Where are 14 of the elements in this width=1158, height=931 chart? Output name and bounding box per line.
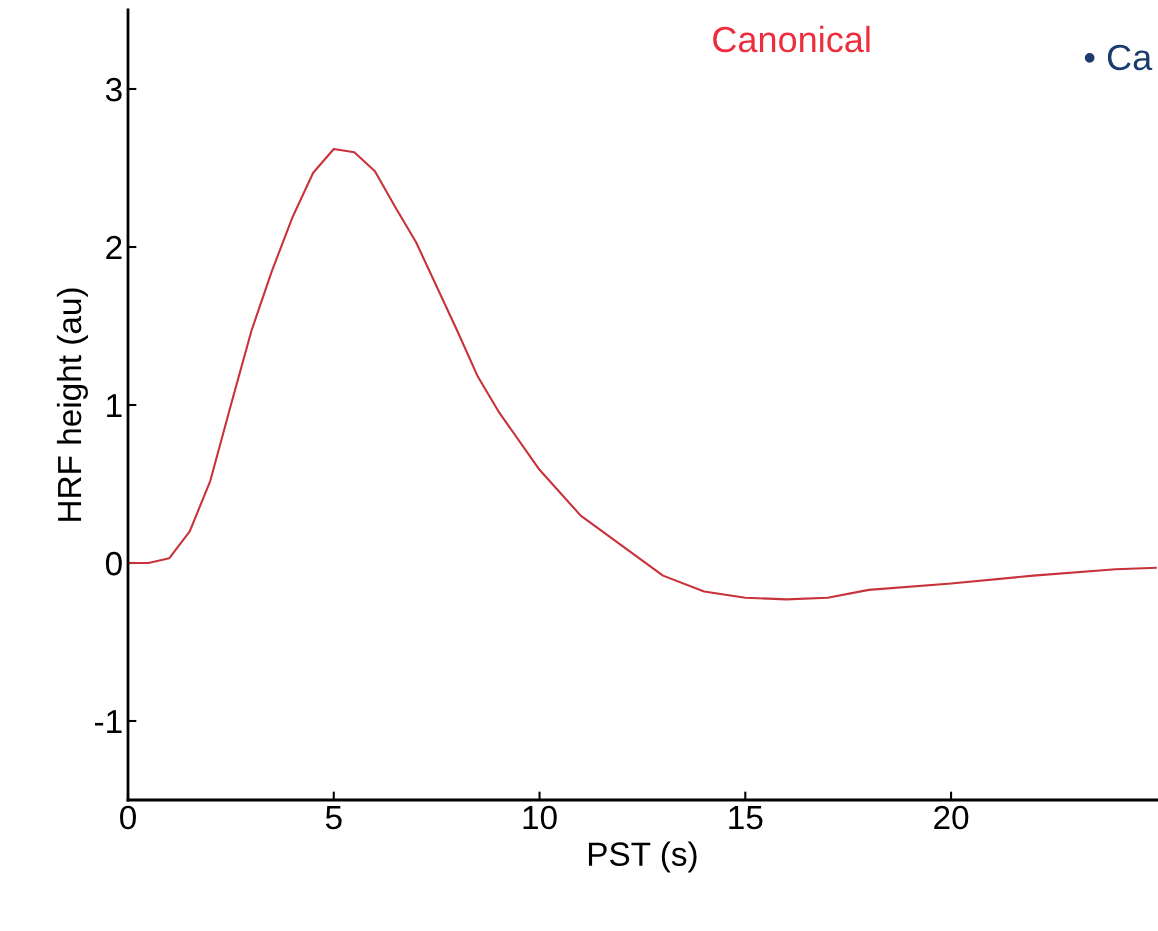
x-axis-title: PST (s) <box>588 841 697 873</box>
annotation: Canonical <box>713 25 870 53</box>
x-tick-label: 5 <box>325 806 342 830</box>
x-tick-label: 20 <box>934 805 969 830</box>
annotation: • Ca <box>1084 44 1153 71</box>
y-tick-label: -1 <box>94 710 122 734</box>
y-tick-label: 3 <box>105 77 122 102</box>
y-tick-label: 0 <box>105 551 122 576</box>
y-axis-title: HRF height (au) <box>56 288 88 521</box>
y-tick-label: 1 <box>107 394 122 418</box>
x-tick-label: 15 <box>729 806 763 830</box>
y-tick-label: 2 <box>106 235 122 260</box>
x-tick-label: 10 <box>523 805 557 830</box>
line-series <box>128 148 1157 601</box>
